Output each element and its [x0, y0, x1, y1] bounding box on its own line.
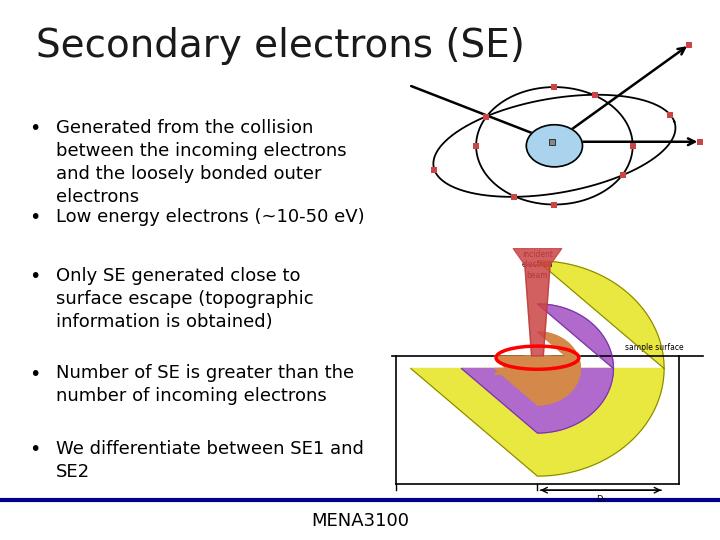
- Text: incident
electron
beam: incident electron beam: [522, 250, 553, 280]
- Polygon shape: [495, 332, 580, 405]
- Polygon shape: [513, 248, 562, 265]
- Text: Secondary electrons (SE): Secondary electrons (SE): [36, 27, 525, 65]
- Polygon shape: [462, 304, 613, 433]
- Text: MENA3100: MENA3100: [311, 512, 409, 530]
- Circle shape: [526, 125, 582, 167]
- Polygon shape: [525, 265, 550, 356]
- Text: Low energy electrons (~10-50 eV): Low energy electrons (~10-50 eV): [56, 208, 365, 226]
- Text: Only SE generated close to
surface escape (topographic
information is obtained): Only SE generated close to surface escap…: [56, 267, 314, 331]
- Text: Generated from the collision
between the incoming electrons
and the loosely bond: Generated from the collision between the…: [56, 119, 347, 206]
- Text: •: •: [29, 364, 40, 383]
- Polygon shape: [495, 356, 580, 374]
- Text: D₁: D₁: [596, 495, 606, 504]
- Text: •: •: [29, 440, 40, 459]
- Polygon shape: [525, 265, 531, 356]
- Text: •: •: [29, 208, 40, 227]
- Text: •: •: [29, 267, 40, 286]
- Text: We differentiate between SE1 and
SE2: We differentiate between SE1 and SE2: [56, 440, 364, 481]
- Polygon shape: [495, 332, 580, 405]
- Text: sample surface: sample surface: [625, 343, 683, 352]
- Polygon shape: [544, 265, 550, 356]
- Text: Number of SE is greater than the
number of incoming electrons: Number of SE is greater than the number …: [56, 364, 354, 406]
- Polygon shape: [411, 261, 664, 476]
- Text: •: •: [29, 119, 40, 138]
